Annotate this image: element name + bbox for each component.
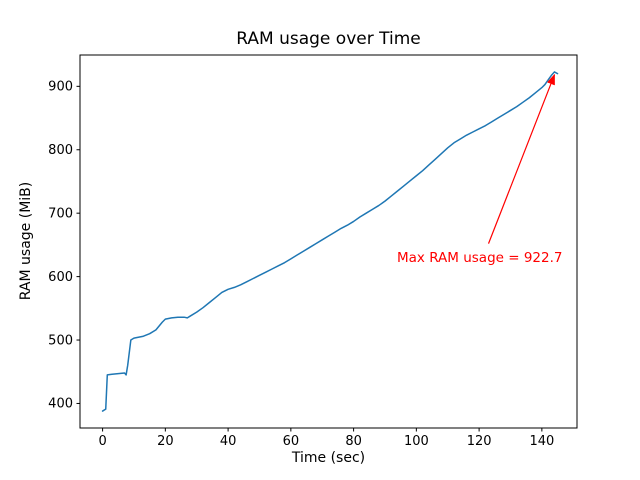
y-tick-label: 400: [48, 397, 73, 412]
x-tick-label: 20: [157, 434, 174, 449]
axes-border: [79, 54, 578, 429]
y-tick-label: 900: [48, 80, 73, 95]
annotation-arrow: [487, 73, 555, 244]
y-axis-label: RAM usage (MiB): [18, 181, 34, 301]
x-tick-label: 120: [467, 434, 492, 449]
ram-usage-line: [101, 71, 559, 412]
max-ram-annotation: Max RAM usage = 922.7: [397, 250, 563, 266]
x-tick-label: 40: [220, 434, 237, 449]
x-axis-label: Time (sec): [291, 450, 366, 466]
x-tick-label: 140: [529, 434, 554, 449]
y-tick-label: 600: [48, 270, 73, 285]
x-tick-label: 80: [345, 434, 362, 449]
x-tick-label: 60: [283, 434, 300, 449]
chart-title: RAM usage over Time: [236, 29, 421, 49]
y-tick-label: 800: [48, 143, 73, 158]
y-tick-label: 500: [48, 333, 73, 348]
x-tick-label: 100: [404, 434, 429, 449]
y-tick-label: 700: [48, 206, 73, 221]
x-tick-label: 0: [98, 434, 106, 449]
